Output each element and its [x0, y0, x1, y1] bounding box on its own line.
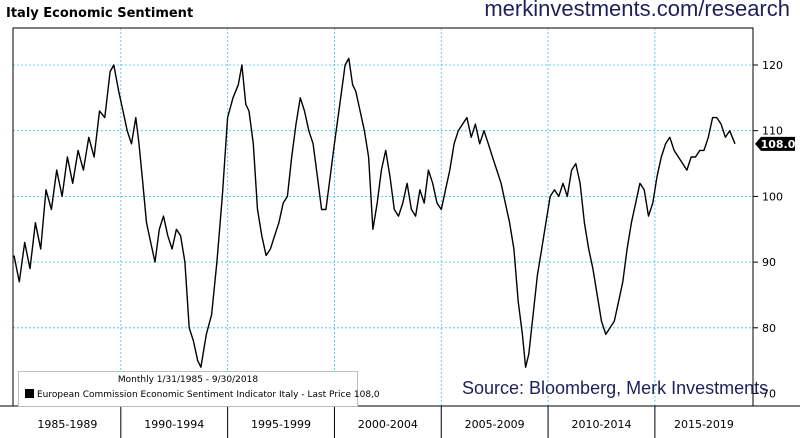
legend-period: Monthly 1/31/1985 - 9/30/2018 [117, 375, 259, 385]
legend-swatch [25, 389, 34, 398]
series-layer [13, 57, 736, 368]
y-tick-label: 120 [762, 59, 783, 72]
chart-title: Italy Economic Sentiment [6, 6, 194, 21]
x-category-label: 2015-2019 [674, 418, 734, 431]
x-category-label: 1990-1994 [144, 418, 204, 431]
series-line [13, 57, 736, 368]
plot-frame [12, 27, 754, 407]
y-tick-label: 80 [762, 322, 776, 335]
source-note: Source: Bloomberg, Merk Investments [462, 378, 769, 398]
legend: Monthly 1/31/1985 - 9/30/2018 European C… [18, 371, 380, 407]
grid-layer [13, 28, 753, 406]
last-price-tag: 108.0 [755, 136, 796, 151]
legend-series-label: European Commission Economic Sentiment I… [37, 390, 380, 400]
x-category-label: 2000-2004 [358, 418, 418, 431]
x-category-label: 1995-1999 [251, 418, 311, 431]
x-category-label: 1985-1989 [37, 418, 97, 431]
legend-series-row: European Commission Economic Sentiment I… [25, 389, 380, 400]
x-category-label: 2005-2009 [465, 418, 525, 431]
y-tick-label: 100 [762, 190, 783, 203]
x-category-label: 2010-2014 [571, 418, 631, 431]
last-price-label: 108.0 [761, 138, 796, 151]
y-tick-label: 90 [762, 256, 776, 269]
axis-layer [0, 27, 800, 438]
source-url: merkinvestments.com/research [484, 0, 790, 21]
last-price-marker [755, 136, 795, 151]
label-layer: 70 80 90 100 110 120 1985-1989 1990-1994 1995-19… [37, 59, 795, 431]
y-tick-label: 110 [762, 125, 783, 138]
y-tick-label: 70 [762, 388, 776, 401]
